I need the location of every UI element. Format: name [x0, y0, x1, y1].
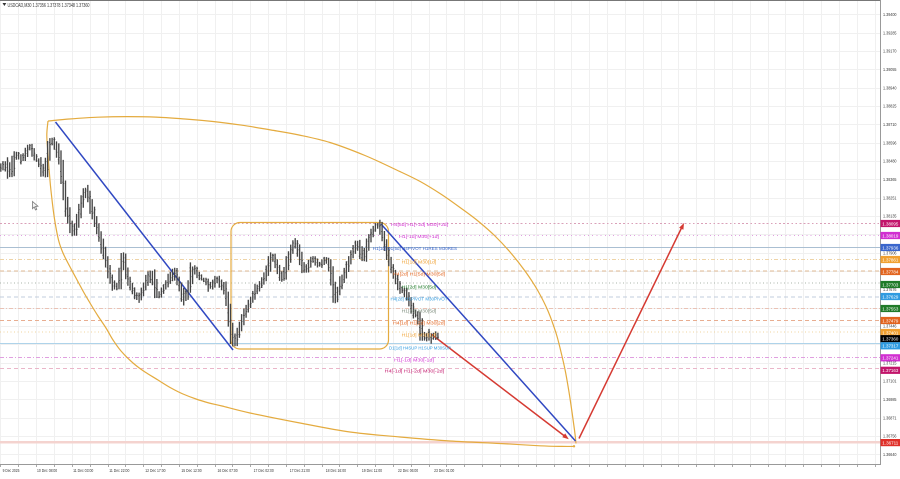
svg-text:1.36640: 1.36640	[883, 452, 897, 458]
svg-text:1.38940: 1.38940	[883, 85, 897, 91]
svg-text:USDCAD,M30 1.37356 1.37378 1.: USDCAD,M30 1.37356 1.37378 1.37348 1.373…	[8, 3, 90, 9]
svg-text:H1[2d] M30[5d]: H1[2d] M30[5d]	[402, 284, 437, 289]
svg-text:H1[3d] M30[5d]: H1[3d] M30[5d]	[402, 308, 437, 313]
svg-text:H4[2d] H1PIVOT M30PIVOT: H4[2d] H1PIVOT M30PIVOT	[391, 296, 448, 301]
svg-text:1.38480: 1.38480	[883, 159, 897, 165]
svg-text:H1[1d] M30[1d]: H1[1d] M30[1d]	[402, 332, 437, 337]
svg-text:18 Dec 16:00: 18 Dec 16:00	[326, 468, 347, 473]
svg-text:1.38135: 1.38135	[883, 214, 897, 220]
svg-text:9 Dec 2025: 9 Dec 2025	[3, 468, 20, 473]
svg-text:1.38251: 1.38251	[883, 195, 897, 201]
svg-text:H1[-1d] M30[+1d]: H1[-1d] M30[+1d]	[399, 234, 439, 239]
svg-text:H4[5d] H1[+2d] M30[+2d]: H4[5d] H1[+2d] M30[+2d]	[391, 222, 448, 227]
svg-text:22 Dec 06:00: 22 Dec 06:00	[398, 468, 419, 473]
svg-text:1.39055: 1.39055	[883, 67, 897, 73]
svg-text:1.37446: 1.37446	[883, 324, 897, 330]
svg-text:11 Dec 22:00: 11 Dec 22:00	[109, 468, 130, 473]
svg-text:1.37241: 1.37241	[882, 356, 898, 362]
svg-text:H4[2d] H1[5d] M30[5d]: H4[2d] H1[5d] M30[5d]	[393, 271, 445, 276]
svg-text:23 Dec 01:00: 23 Dec 01:00	[434, 468, 455, 473]
svg-text:1.37360: 1.37360	[882, 337, 898, 343]
svg-text:16 Dec 07:00: 16 Dec 07:00	[218, 468, 239, 473]
svg-text:1.38365: 1.38365	[883, 177, 897, 183]
svg-text:12 Dec 17:00: 12 Dec 17:00	[145, 468, 166, 473]
svg-text:1.39170: 1.39170	[883, 49, 897, 55]
svg-text:D1[1d] H4SUP H1SUP M30SUP: D1[1d] H4SUP H1SUP M30SUP	[389, 346, 451, 351]
svg-text:1.37479: 1.37479	[882, 318, 898, 324]
svg-text:1.37703: 1.37703	[882, 282, 898, 288]
svg-text:1.37629: 1.37629	[882, 294, 898, 300]
svg-text:H1[-1d] M30[-1d]: H1[-1d] M30[-1d]	[394, 357, 434, 362]
svg-text:17 Dec 21:00: 17 Dec 21:00	[290, 468, 311, 473]
svg-text:10 Dec 08:00: 10 Dec 08:00	[37, 468, 58, 473]
svg-text:1.37784: 1.37784	[882, 269, 898, 275]
svg-text:1.38019: 1.38019	[882, 233, 898, 239]
svg-text:1.37317: 1.37317	[882, 344, 898, 350]
svg-text:1.37101: 1.37101	[883, 379, 897, 385]
svg-text:1.38596: 1.38596	[883, 140, 897, 146]
svg-text:1.36711: 1.36711	[882, 441, 898, 447]
svg-text:1.36871: 1.36871	[883, 415, 897, 421]
svg-text:1.38095: 1.38095	[882, 221, 898, 227]
svg-text:1.37936: 1.37936	[882, 245, 898, 251]
svg-text:1.37861: 1.37861	[882, 257, 898, 263]
svg-text:17 Dec 02:00: 17 Dec 02:00	[254, 468, 275, 473]
svg-text:1.38710: 1.38710	[883, 122, 897, 128]
svg-text:1.36985: 1.36985	[883, 397, 897, 403]
svg-text:1.37553: 1.37553	[882, 306, 898, 312]
svg-text:H4[1d] H1[2d] M30[2d]: H4[1d] H1[2d] M30[2d]	[393, 320, 445, 325]
svg-text:1.37163: 1.37163	[882, 368, 898, 374]
svg-text:1.38825: 1.38825	[883, 104, 897, 110]
svg-text:H4[-1d] H1[-2d] M30[-2d]: H4[-1d] H1[-2d] M30[-2d]	[385, 368, 445, 373]
svg-text:11 Dec 03:00: 11 Dec 03:00	[73, 468, 94, 473]
svg-text:1.39285: 1.39285	[883, 30, 897, 36]
svg-text:1.36756: 1.36756	[883, 434, 897, 440]
svg-text:1.39400: 1.39400	[883, 12, 897, 18]
svg-text:H1[1d] D1[5d] H4PIVOT H1RES M3: H1[1d] D1[5d] H4PIVOT H1RES M30RES	[373, 246, 457, 251]
svg-text:15 Dec 12:00: 15 Dec 12:00	[181, 468, 202, 473]
svg-text:H1[1d] M30[1d]: H1[1d] M30[1d]	[402, 259, 437, 264]
svg-text:19 Dec 11:00: 19 Dec 11:00	[362, 468, 383, 473]
